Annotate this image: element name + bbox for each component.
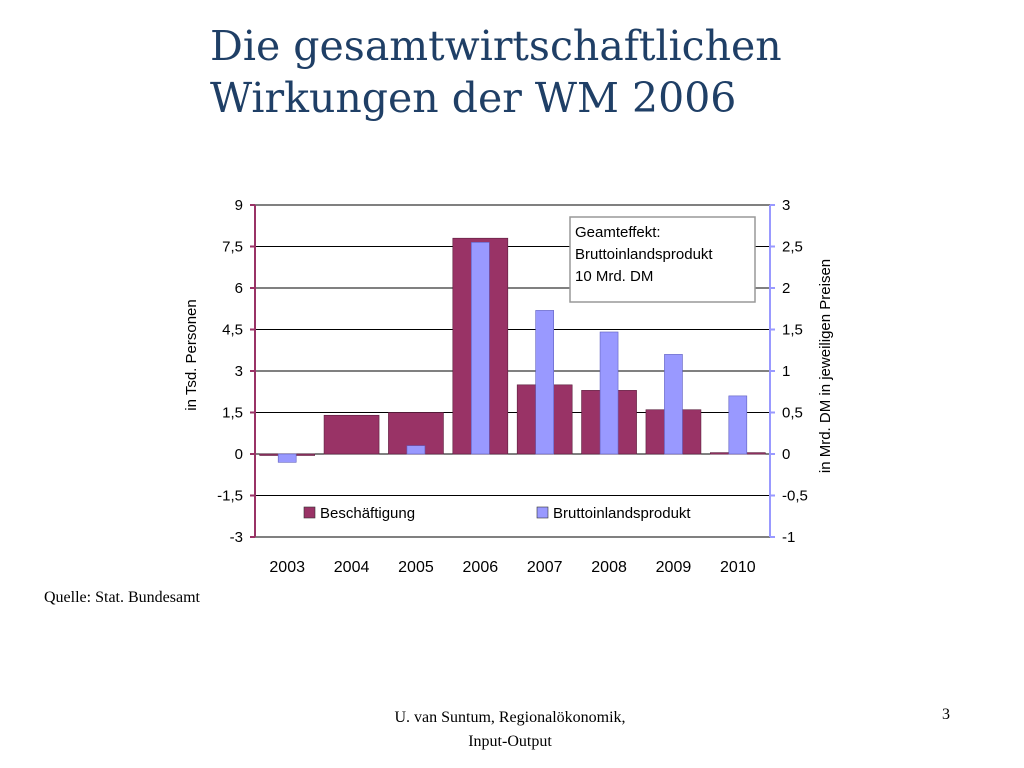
y-tick-label-right: 2 <box>782 280 790 297</box>
y-tick-label-left: 6 <box>235 280 243 297</box>
x-tick-label: 2007 <box>527 559 563 576</box>
chart: 9 3 7,5 2,5 6 2 4,5 1,5 3 1 1,5 0,5 0 0 -1,5 -0,5 -3 -1 20… <box>183 197 834 576</box>
source-note: Quelle: Stat. Bundesamt <box>44 589 200 606</box>
x-tick-label: 2009 <box>656 559 692 576</box>
footer: U. van Suntum, Regionalökonomik, Input-O… <box>320 706 700 754</box>
bar-beschaeftigung <box>323 414 380 455</box>
bar-bruttoinlandsprodukt <box>664 354 683 455</box>
bar-bruttoinlandsprodukt <box>728 395 748 455</box>
x-tick-label: 2004 <box>334 559 370 576</box>
y-tick-label-left: -3 <box>230 529 243 546</box>
bar-bruttoinlandsprodukt <box>277 453 297 463</box>
y-tick-label-left: 9 <box>235 197 243 214</box>
annotation-text: Bruttoinlandsprodukt <box>575 246 713 263</box>
legend-swatch <box>536 506 549 519</box>
annotation-box <box>569 216 756 303</box>
annotation-text: Geamteffekt: <box>575 224 661 241</box>
x-tick-label: 2010 <box>720 559 756 576</box>
x-tick-label: 2005 <box>398 559 434 576</box>
slide-title-line-2: Wirkungen der WM 2006 <box>210 74 737 122</box>
slide-title: Die gesamtwirtschaftlichen Wirkungen der… <box>210 20 930 124</box>
legend-swatch <box>303 506 316 519</box>
y-tick-label-left: 7,5 <box>222 239 243 256</box>
legend-label: Bruttoinlandsprodukt <box>553 505 691 522</box>
x-tick-label: 2003 <box>269 559 305 576</box>
y-tick-label-right: 0 <box>782 446 790 463</box>
bar-bruttoinlandsprodukt <box>535 310 554 455</box>
y-tick-label-left: -1,5 <box>217 488 243 505</box>
y-tick-label-left: 1,5 <box>222 405 243 422</box>
y-tick-label-right: 0,5 <box>782 405 803 422</box>
slide-title-line-1: Die gesamtwirtschaftlichen <box>210 22 782 70</box>
y-tick-label-left: 3 <box>235 363 243 380</box>
bar-bruttoinlandsprodukt <box>599 331 619 455</box>
y-tick-label-right: 1,5 <box>782 322 803 339</box>
y-tick-label-right: 2,5 <box>782 239 803 256</box>
y-tick-label-left: 0 <box>235 446 243 463</box>
x-tick-label: 2006 <box>463 559 499 576</box>
y-axis-title-right: in Mrd. DM in jeweiligen Preisen <box>817 259 834 473</box>
legend-label: Beschäftigung <box>320 505 415 522</box>
x-tick-label: 2008 <box>591 559 627 576</box>
y-tick-label-right: 3 <box>782 197 790 214</box>
footer-line-1: U. van Suntum, Regionalökonomik, <box>394 709 626 726</box>
y-tick-label-left: 4,5 <box>222 322 243 339</box>
y-axis-title-left: in Tsd. Personen <box>183 299 200 410</box>
bar-bruttoinlandsprodukt <box>471 242 490 455</box>
annotation-text: 10 Mrd. DM <box>575 268 653 285</box>
page-number: 3 <box>942 706 950 723</box>
y-tick-label-right: -0,5 <box>782 488 808 505</box>
y-tick-label-right: -1 <box>782 529 795 546</box>
bar-bruttoinlandsprodukt <box>406 445 426 455</box>
y-tick-label-right: 1 <box>782 363 790 380</box>
footer-line-2: Input-Output <box>468 733 552 750</box>
